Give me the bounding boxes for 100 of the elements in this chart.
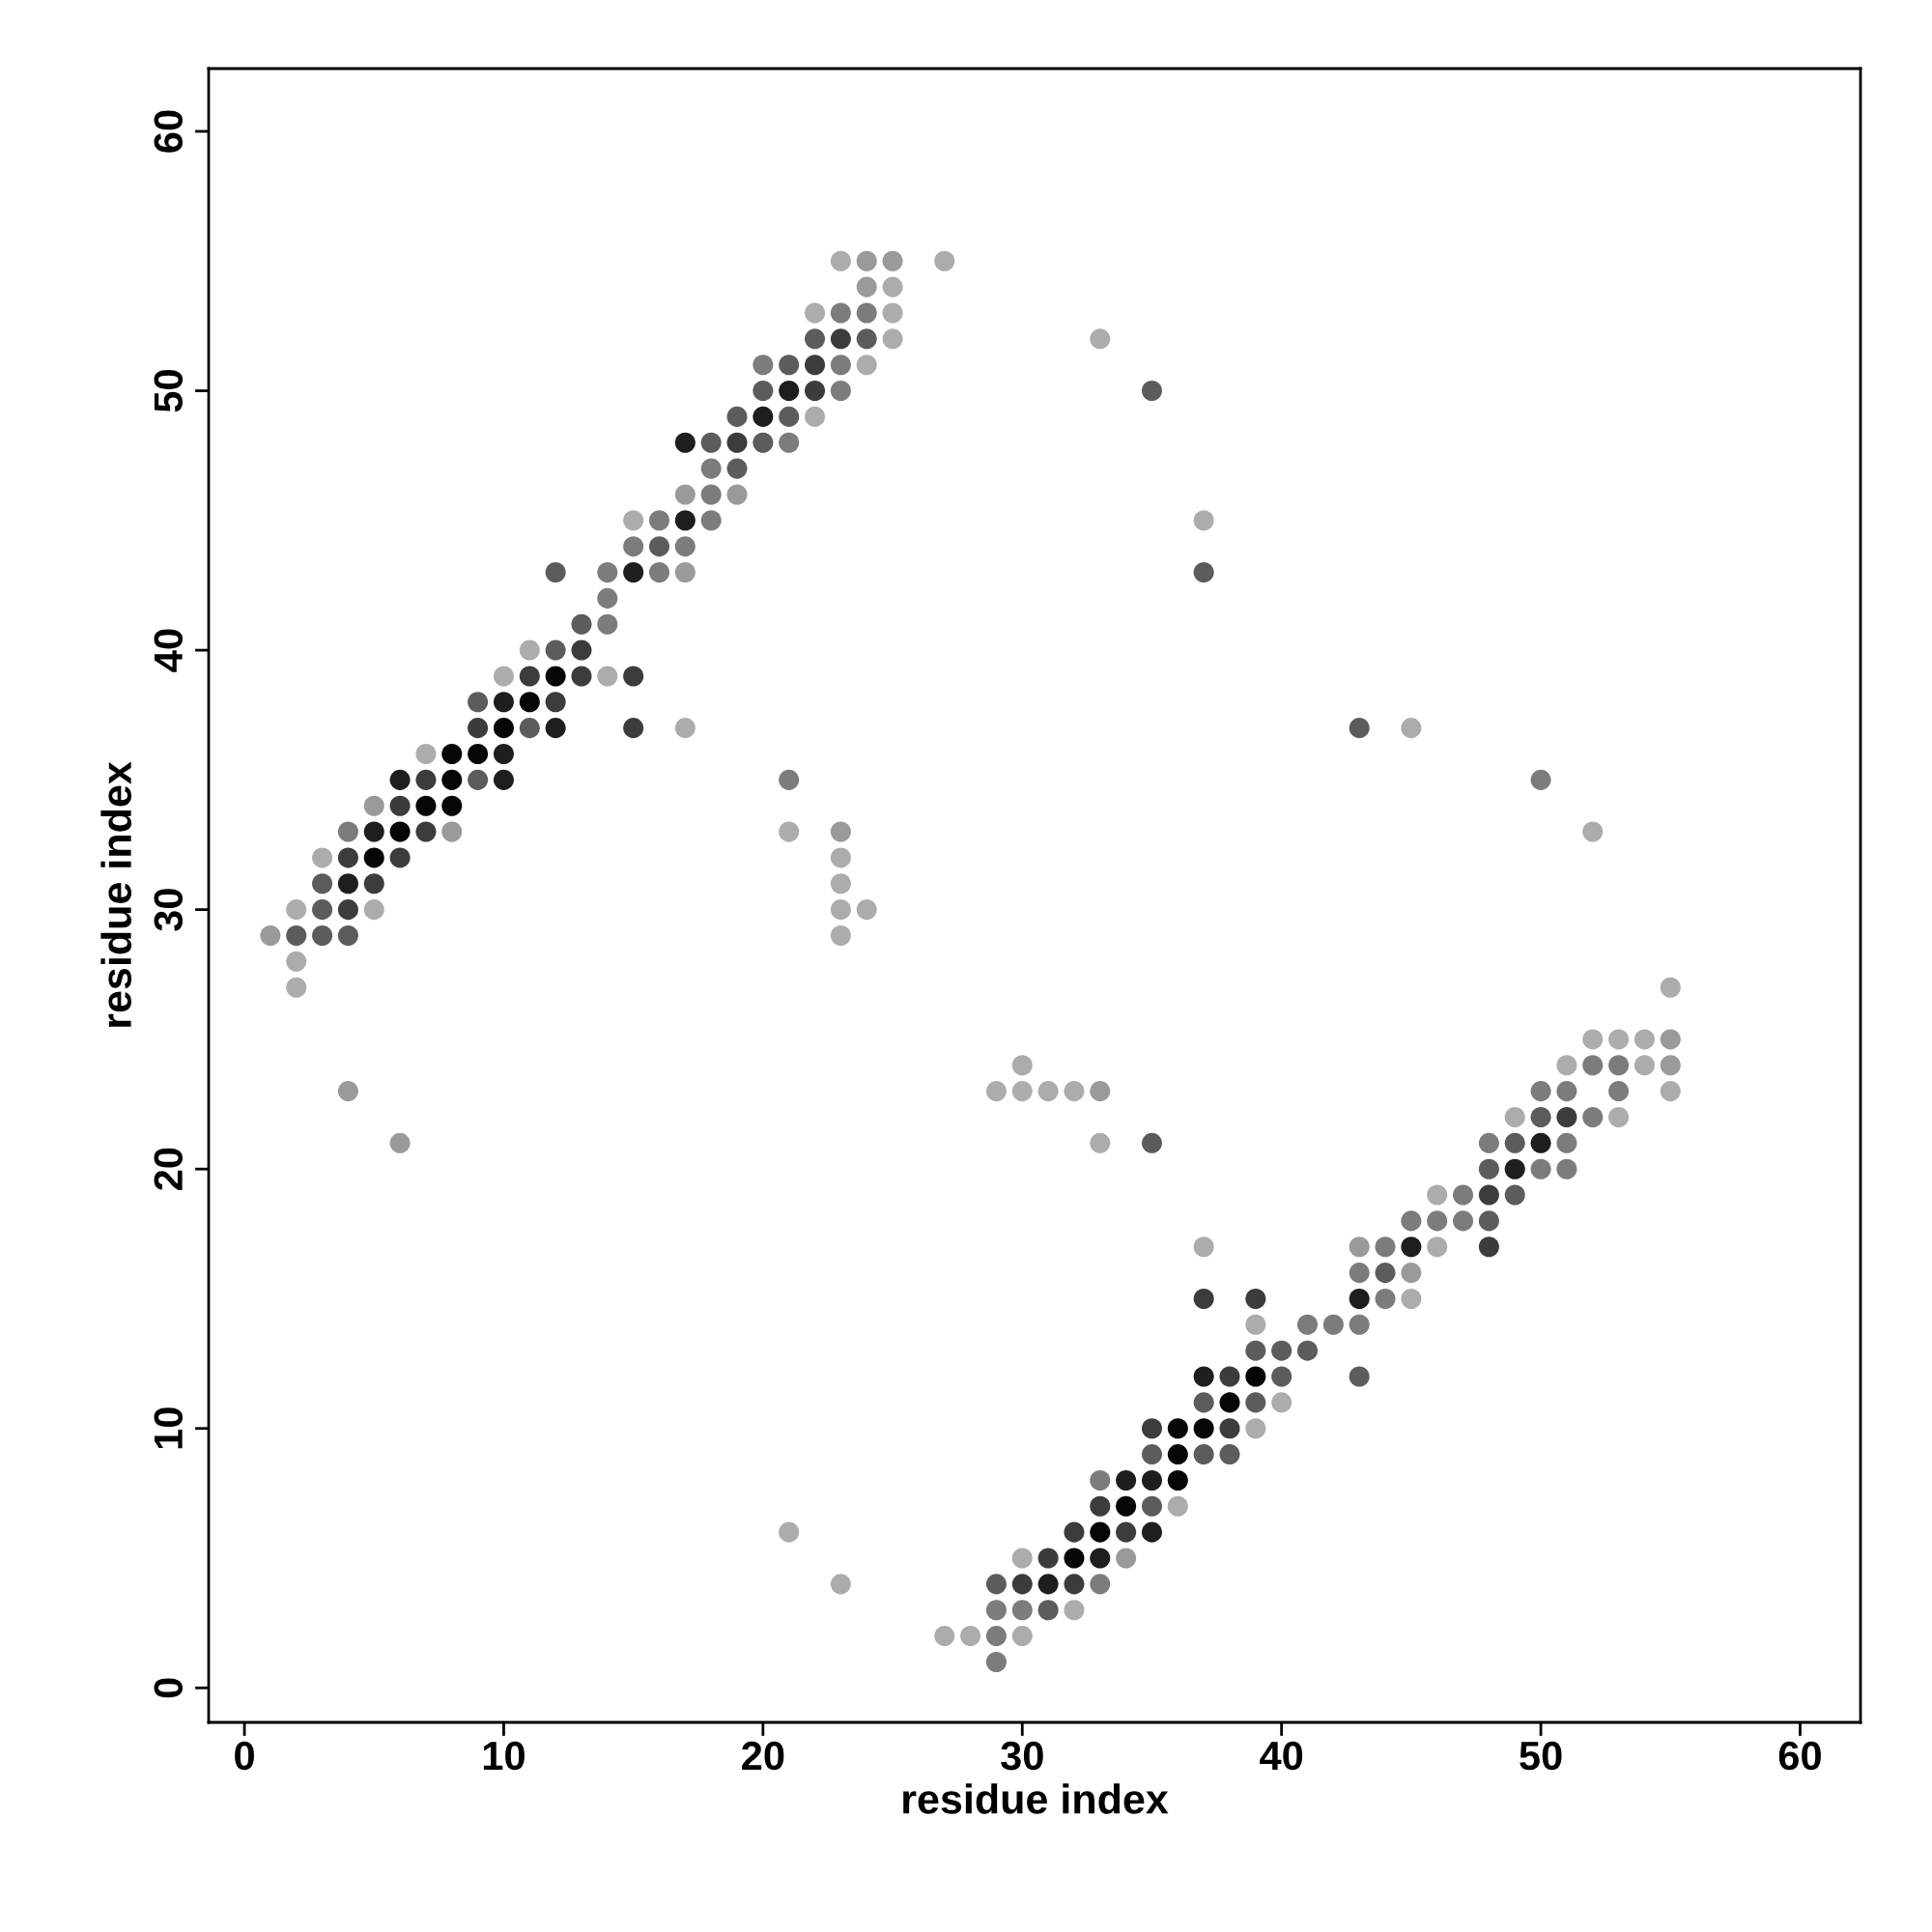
point [415,769,437,790]
point [312,924,333,947]
point [1167,1418,1188,1439]
point [1582,1106,1604,1128]
point [493,692,514,713]
point [830,381,851,402]
point [1141,1418,1162,1439]
point [286,951,307,972]
point [1349,1314,1370,1335]
point [1504,1132,1525,1153]
point [1608,1055,1630,1076]
point [519,639,540,661]
point [1193,561,1214,583]
point [674,718,696,739]
point [753,406,774,427]
point [571,639,592,661]
x-tick-label: 50 [1520,1741,1562,1771]
point [1427,1210,1448,1232]
point [337,821,358,842]
point [1453,1210,1474,1232]
point [519,666,540,687]
point [1478,1210,1499,1232]
point [726,458,748,479]
point [1401,718,1422,739]
point [597,613,618,635]
point [1219,1366,1240,1387]
point [1608,1081,1630,1102]
y-tick-label: 30 [154,889,184,931]
point [1141,1444,1162,1465]
y-tick-label: 0 [154,1678,184,1698]
point [985,1600,1007,1621]
point [1090,1574,1111,1595]
point [805,302,826,324]
point [1530,769,1551,790]
point [1090,1521,1111,1543]
point [830,328,851,350]
point [1271,1366,1293,1387]
point [389,769,411,790]
y-tick-label: 20 [154,1148,184,1190]
point [1556,1106,1577,1128]
point [468,769,489,790]
point [1245,1418,1266,1439]
point [779,821,800,842]
point [441,795,463,816]
point [1634,1055,1655,1076]
point [674,536,696,557]
point [1090,1548,1111,1569]
point [286,924,307,947]
point [1401,1263,1422,1284]
point [1504,1184,1525,1206]
point [700,458,722,479]
point [415,795,437,816]
point [674,561,696,583]
point [1245,1392,1266,1413]
point [1349,1263,1370,1284]
point [286,899,307,921]
point [312,899,333,921]
point [674,432,696,453]
point [1090,1081,1111,1102]
point [415,821,437,842]
point [1296,1340,1319,1361]
point [1116,1548,1137,1569]
point [1322,1314,1344,1335]
point [623,510,644,531]
point [753,355,774,376]
point [1141,1495,1162,1517]
point [1271,1340,1293,1361]
point [1478,1184,1499,1206]
point [1193,1288,1214,1309]
point [1064,1081,1085,1102]
point [830,873,851,895]
point [1375,1263,1396,1284]
point [571,666,592,687]
point [286,977,307,998]
point [623,561,644,583]
point [1193,1236,1214,1258]
point [1064,1574,1085,1595]
point [441,769,463,790]
x-axis-title: residue index [903,1783,1169,1814]
point [468,692,489,713]
point [415,743,437,765]
point [1660,1055,1681,1076]
x-tick-label: 20 [742,1741,784,1771]
point [856,302,877,324]
point [805,355,826,376]
point [1090,1132,1111,1153]
point [1116,1469,1137,1491]
point [1193,1418,1214,1439]
point [493,666,514,687]
point [1401,1210,1422,1232]
point [856,899,877,921]
point [1011,1548,1033,1569]
point [856,276,877,298]
point [623,536,644,557]
point [1634,1029,1655,1050]
point [1090,1469,1111,1491]
point [597,666,618,687]
point [985,1651,1007,1672]
point [1245,1340,1266,1361]
point [337,1081,358,1102]
